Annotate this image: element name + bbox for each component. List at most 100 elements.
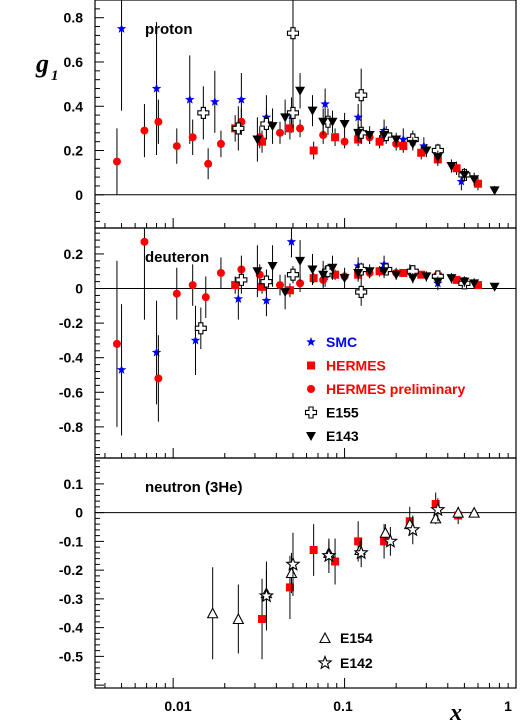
point-hermes-preliminary [188, 281, 197, 290]
point-hermes-preliminary [172, 142, 181, 151]
point-e155 [286, 268, 300, 281]
y-tick-label: 0.6 [64, 54, 84, 70]
point-e143 [421, 146, 432, 156]
point-hermes [354, 537, 363, 546]
panel-label-proton: proton [145, 21, 192, 38]
legend: E154 E142 [317, 630, 373, 671]
legend-label-hermes-preliminary: HERMES preliminary [326, 381, 465, 397]
point-hermes-preliminary [296, 279, 305, 288]
point-hermes [309, 546, 318, 554]
point-hermes [309, 146, 318, 155]
y-tick-label: -0.1 [59, 533, 83, 549]
point-hermes-preliminary [140, 126, 149, 135]
point-e143 [379, 267, 390, 277]
panel-neutron: -0.5 -0.4 -0.3 -0.2 -0.1 0 0.1 neutron (3He) E15… [59, 457, 517, 689]
legend-marker-e143 [306, 432, 316, 441]
point-e155 [197, 106, 210, 119]
panel-label-deuteron: deuteron [145, 249, 209, 266]
point-e143 [459, 277, 470, 287]
y-tick-label: 0.1 [64, 476, 84, 492]
point-e155 [260, 275, 273, 288]
y-tick-label: 0.2 [64, 246, 84, 262]
point-e143 [421, 272, 432, 282]
point-smc [151, 83, 162, 93]
point-e155 [355, 89, 368, 102]
y-axis-title: g 1 [35, 49, 59, 84]
point-smc [456, 176, 467, 186]
point-e155 [194, 322, 207, 335]
point-e143 [353, 268, 364, 278]
point-hermes [258, 615, 267, 623]
point-hermes-preliminary [154, 117, 163, 126]
point-e143 [391, 135, 402, 145]
point-smc [151, 347, 162, 357]
point-e143 [432, 153, 443, 163]
point-hermes [473, 179, 482, 188]
point-e143 [407, 274, 418, 284]
point-hermes [417, 270, 426, 279]
point-e143 [446, 162, 457, 172]
point-hermes-preliminary [296, 124, 305, 133]
x-tick-label-0.01: 0.01 [164, 698, 191, 714]
point-hermes [331, 557, 340, 566]
point-smc [190, 335, 201, 345]
data-layer [112, 228, 500, 436]
legend-label-smc: SMC [326, 334, 357, 350]
point-hermes-preliminary [112, 339, 121, 348]
point-hermes [375, 267, 384, 276]
point-e142 [382, 533, 399, 548]
legend-marker-e155 [304, 406, 318, 419]
legend-marker-e142 [317, 654, 333, 670]
panel-label-neutron-3he: neutron (3He) [145, 479, 243, 496]
series-e142 [258, 498, 446, 631]
point-e143 [489, 282, 500, 292]
point-e143 [295, 256, 306, 266]
series-hermes-preliminary [112, 99, 401, 195]
point-hermes [375, 137, 384, 146]
point-hermes [331, 270, 340, 279]
point-hermes [380, 537, 389, 546]
point-e143 [469, 279, 480, 289]
point-e143 [339, 274, 350, 284]
point-e142 [258, 587, 275, 603]
legend-label-e143: E143 [326, 428, 359, 444]
point-hermes-preliminary [340, 137, 349, 146]
point-e155 [286, 106, 300, 119]
series-e143 [252, 73, 500, 196]
point-smc [210, 96, 220, 106]
point-e154 [429, 512, 442, 524]
point-smc [261, 295, 272, 305]
point-e143 [327, 263, 338, 273]
panel-frame [94, 457, 517, 689]
point-e143 [307, 265, 318, 275]
y-axis-title-g: g [35, 49, 49, 78]
point-e143 [307, 106, 318, 116]
point-hermes-preliminary [216, 139, 225, 148]
point-e143 [252, 135, 263, 145]
x-axis-title: x [449, 700, 462, 725]
point-hermes-preliminary [140, 237, 149, 246]
point-e143 [339, 119, 350, 129]
point-hermes [452, 164, 461, 173]
y-tick-label: 0 [75, 187, 83, 203]
point-e143 [252, 267, 263, 277]
legend-marker-hermes-preliminary [307, 385, 315, 393]
point-e155 [286, 27, 300, 40]
point-e142 [430, 501, 446, 517]
point-e143 [267, 122, 278, 132]
panel-deuteron: -0.8 -0.6 -0.4 -0.2 0 0.2 deuteron SMC HERMES HER… [59, 227, 517, 459]
point-e155 [260, 117, 273, 131]
point-e143 [459, 170, 470, 180]
point-e154 [232, 612, 245, 625]
y-tick-label: -0.6 [59, 384, 83, 400]
point-e143 [353, 128, 364, 138]
point-hermes [452, 275, 461, 284]
point-e154 [285, 566, 298, 579]
point-smc [398, 134, 409, 144]
point-e155 [321, 265, 335, 278]
point-e143 [364, 267, 375, 277]
series-e143 [252, 240, 500, 310]
point-e143 [280, 287, 291, 297]
point-hermes [309, 274, 318, 283]
series-e155 [197, 0, 471, 182]
